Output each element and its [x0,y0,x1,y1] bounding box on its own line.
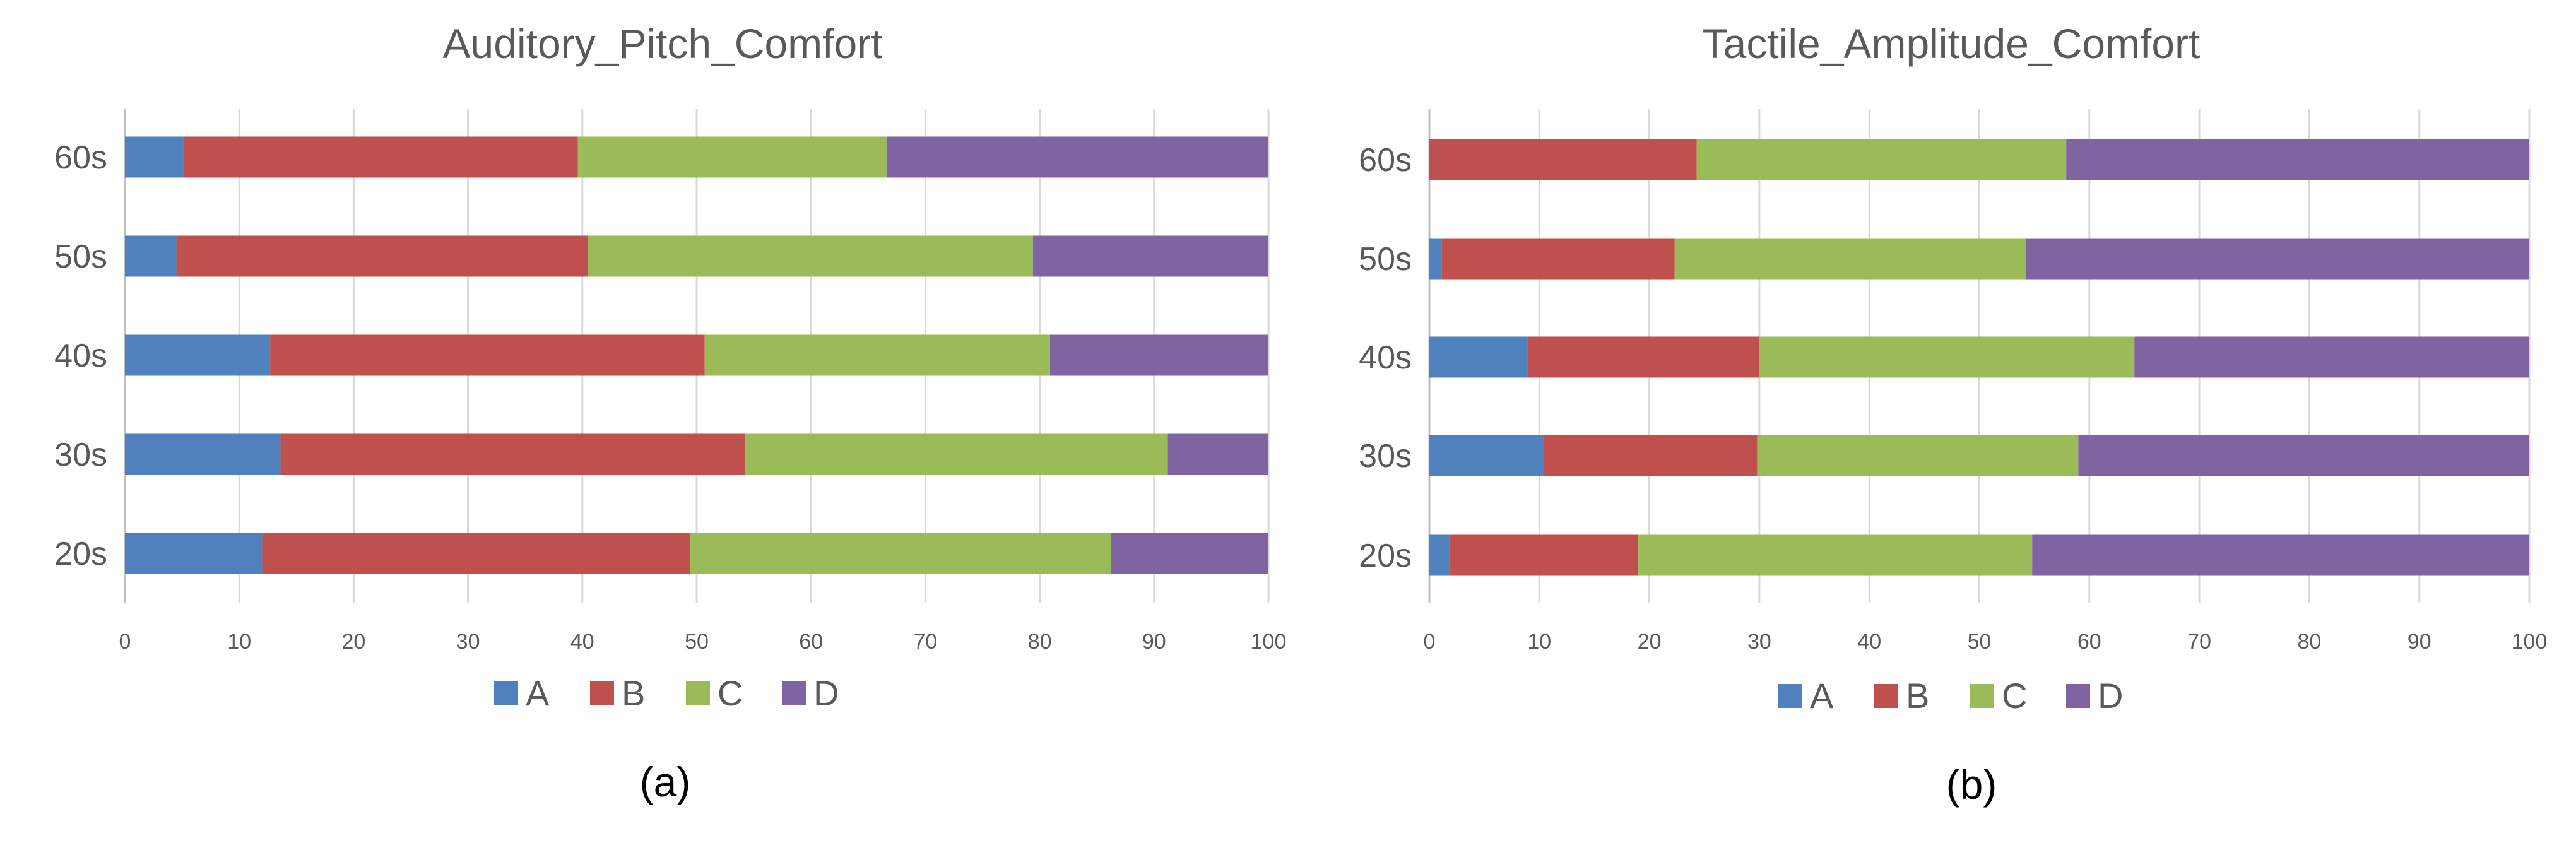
chart2-bar-50s-B [1441,238,1675,280]
chart1-bar-60s-B [183,136,578,178]
chart1-bar-30s-D [1167,433,1268,475]
chart2-legend-label-A: A [1810,676,1834,716]
chart1-bar-60s-C [577,136,887,178]
chart2-bar-20s-B [1449,534,1639,576]
chart2-bar-50s-C [1674,238,2026,280]
chart2-legend-swatch-B [1874,684,1898,708]
chart1-x-tick-60: 60 [799,630,823,654]
chart2-x-tick-90: 90 [2408,630,2431,654]
chart1-legend-swatch-A [494,681,518,705]
chart1-bar-30s-C [745,433,1168,475]
chart1-legend-swatch-D [782,681,806,705]
chart2-legend-swatch-A [1778,684,1802,708]
chart2-bar-60s-B [1429,139,1697,180]
chart2-x-tick-100: 100 [2512,630,2548,654]
chart2-legend-label-D: D [2098,676,2123,716]
panel-label-2: (b) [1946,761,1997,808]
chart1-bar-20s-C [690,533,1111,574]
chart1-bar-50s-B [176,235,588,277]
chart1-bar-40s-D [1049,334,1268,376]
chart2-legend-swatch-C [1970,684,1994,708]
chart1-x-tick-30: 30 [456,630,480,654]
chart2-x-tick-70: 70 [2187,630,2211,654]
chart1-bar-30s-B [280,433,745,475]
chart2-x-tick-30: 30 [1747,630,1771,654]
chart2-bar-40s-C [1759,336,2135,378]
chart1-bar-60s-D [886,136,1268,178]
chart1-legend-label-C: C [718,673,743,713]
chart2-x-tick-40: 40 [1857,630,1881,654]
chart1-bar-50s-C [588,235,1033,277]
chart2-x-tick-10: 10 [1527,630,1551,654]
chart1-x-tick-10: 10 [227,630,251,654]
chart1-legend-label-B: B [622,673,645,713]
chart2-title: Tactile_Amplitude_Comfort [1703,20,2201,67]
chart1-category-60s: 60s [54,139,107,176]
chart1-legend-swatch-B [590,681,614,705]
chart2-bar-30s-C [1757,435,2079,476]
chart2-x-tick-0: 0 [1424,630,1436,654]
chart1-bar-20s-A [125,533,263,574]
chart2-bar-30s-D [2078,435,2529,476]
chart2-x-tick-50: 50 [1968,630,1992,654]
chart1-title: Auditory_Pitch_Comfort [443,20,883,67]
chart2-legend-swatch-D [2066,684,2090,708]
chart2-bar-30s-B [1544,435,1758,476]
chart2-bar-40s-A [1429,336,1528,378]
chart1-legend-swatch-C [686,681,710,705]
chart1-x-tick-20: 20 [341,630,365,654]
chart2-legend-label-C: C [2002,676,2027,716]
chart1-x-tick-70: 70 [913,630,937,654]
chart1-x-tick-100: 100 [1251,630,1287,654]
chart2-bar-40s-D [2134,336,2529,378]
chart1-bar-60s-A [125,136,184,178]
chart1-x-tick-0: 0 [119,630,131,654]
chart2-category-60s: 60s [1359,142,1412,179]
chart2-category-30s: 30s [1359,438,1412,475]
chart1-bar-40s-B [270,334,705,376]
panel-label-1: (a) [640,758,691,805]
chart2-x-tick-20: 20 [1638,630,1662,654]
chart1-category-30s: 30s [54,437,107,473]
chart2-bar-20s-C [1638,534,2033,576]
chart2-bar-30s-A [1429,435,1544,476]
chart1-bar-50s-D [1032,235,1268,277]
chart1-x-tick-50: 50 [685,630,709,654]
chart2-bar-20s-A [1429,534,1450,576]
chart1-bar-20s-B [262,533,690,574]
chart1-category-50s: 50s [54,239,107,275]
chart1-bar-40s-A [125,334,271,376]
chart1-x-tick-80: 80 [1028,630,1052,654]
chart1-legend-label-D: D [813,673,839,713]
chart2-bar-40s-B [1527,336,1759,378]
chart1-bar-40s-C [704,334,1050,376]
chart2-category-40s: 40s [1359,339,1412,376]
chart1-x-tick-90: 90 [1142,630,1166,654]
chart1-category-20s: 20s [54,536,107,572]
chart2-bar-60s-C [1696,139,2067,180]
chart2-legend-label-B: B [1906,676,1929,716]
chart2-bar-60s-D [2066,139,2529,180]
chart2-bar-50s-A [1429,238,1442,280]
chart1-category-40s: 40s [54,338,107,374]
chart2-x-tick-60: 60 [2077,630,2101,654]
chart2-category-50s: 50s [1359,241,1412,278]
chart2-bar-20s-D [2032,534,2529,576]
chart1-legend-label-A: A [526,673,550,713]
chart1-bar-20s-D [1110,533,1268,574]
chart2-x-tick-80: 80 [2297,630,2321,654]
chart2-category-20s: 20s [1359,538,1412,574]
chart1-x-tick-40: 40 [570,630,594,654]
chart2-bar-50s-D [2025,238,2529,280]
chart1-bar-30s-A [125,433,281,475]
chart1-bar-50s-A [125,235,177,277]
